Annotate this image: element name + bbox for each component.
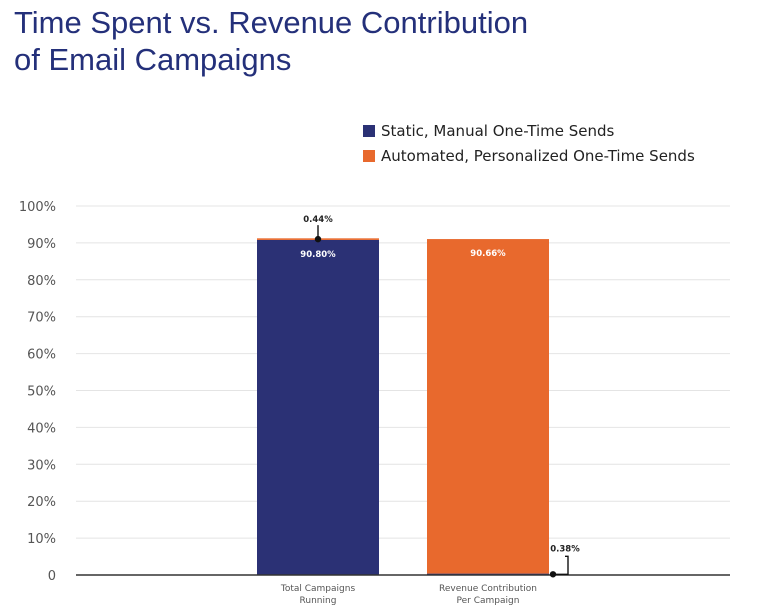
legend-label-static: Static, Manual One-Time Sends: [381, 121, 615, 140]
x-tick-label: Running: [300, 596, 337, 606]
y-tick-label: 60%: [27, 348, 56, 363]
bar-segment-automated: [427, 239, 549, 574]
y-tick-label: 0: [48, 569, 56, 584]
legend-swatch-automated: [363, 149, 375, 162]
chart-title-line-2: of Email Campaigns: [14, 42, 292, 77]
y-tick-label: 40%: [27, 421, 56, 436]
y-tick-label: 90%: [27, 237, 56, 252]
y-tick-label: 70%: [27, 311, 56, 326]
legend-swatch-static: [363, 124, 375, 137]
y-tick-label: 100%: [19, 200, 56, 215]
x-tick-label: Revenue Contribution: [439, 584, 537, 594]
legend-item-static: Static, Manual One-Time Sends: [363, 118, 695, 143]
y-tick-label: 30%: [27, 458, 56, 473]
chart-legend: Static, Manual One-Time Sends Automated,…: [363, 118, 695, 168]
legend-item-automated: Automated, Personalized One-Time Sends: [363, 143, 695, 168]
y-tick-label: 20%: [27, 495, 56, 510]
chart-title: Time Spent vs. Revenue Contribution of E…: [14, 4, 634, 78]
x-tick-label: Total Campaigns: [280, 584, 356, 594]
callout-line: [553, 555, 569, 575]
data-label: 0.38%: [550, 544, 580, 554]
y-tick-label: 10%: [27, 532, 56, 547]
x-tick-label: Per Campaign: [457, 596, 520, 606]
bar-segment-static: [257, 239, 379, 575]
data-label: 90.80%: [300, 250, 336, 260]
legend-label-automated: Automated, Personalized One-Time Sends: [381, 146, 695, 165]
y-tick-label: 50%: [27, 385, 56, 400]
chart-title-line-1: Time Spent vs. Revenue Contribution: [14, 5, 529, 40]
data-label: 0.44%: [303, 215, 333, 225]
data-label: 90.66%: [470, 249, 506, 259]
y-tick-label: 80%: [27, 274, 56, 289]
